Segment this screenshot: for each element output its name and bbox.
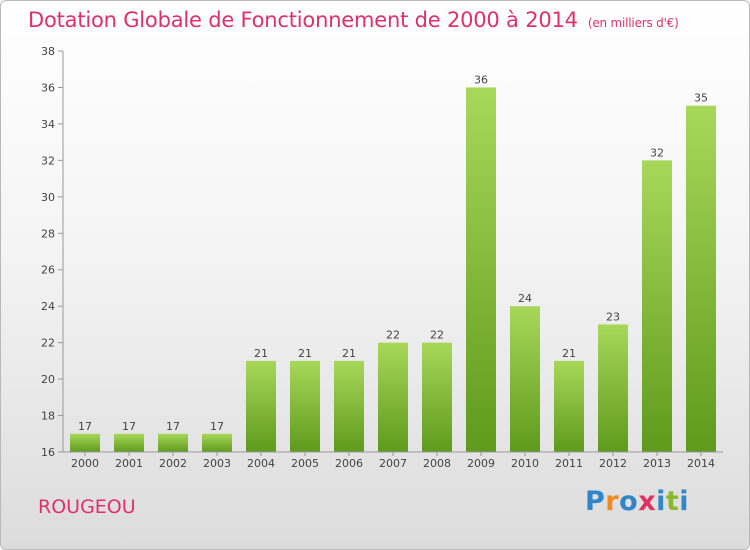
bar-2000 [70, 433, 100, 452]
x-tick-label: 2008 [423, 457, 451, 470]
data-label: 24 [518, 292, 532, 305]
bar-2011 [554, 360, 584, 452]
title-text: Dotation Globale de Fonctionnement de 20… [28, 8, 578, 32]
logo-letter: P [585, 486, 606, 517]
data-label: 17 [210, 420, 224, 433]
commune-name: ROUGEOU [38, 496, 136, 518]
x-tick-label: 2001 [115, 457, 143, 470]
bar-2008 [422, 342, 452, 452]
bar-2005 [290, 360, 320, 452]
bar-2012 [598, 324, 628, 452]
data-label: 21 [254, 347, 268, 360]
x-tick-label: 2007 [379, 457, 407, 470]
y-tick-label: 26 [41, 264, 55, 277]
bar-2002 [158, 433, 188, 452]
title-unit: (en milliers d'€) [587, 16, 679, 30]
x-tick-label: 2011 [555, 457, 583, 470]
x-tick-label: 2002 [159, 457, 187, 470]
x-tick-label: 2014 [687, 457, 715, 470]
y-tick-label: 30 [41, 191, 55, 204]
bar-2014 [686, 105, 716, 452]
x-tick-label: 2006 [335, 457, 363, 470]
data-label: 23 [606, 310, 620, 323]
y-tick-label: 34 [41, 118, 55, 131]
x-tick-label: 2012 [599, 457, 627, 470]
data-label: 22 [386, 329, 400, 342]
proxiti-logo: Proxiti [585, 486, 689, 517]
x-tick-label: 2009 [467, 457, 495, 470]
logo-letter: i [656, 486, 666, 517]
y-tick-label: 24 [41, 300, 55, 313]
chart-title: Dotation Globale de Fonctionnement de 20… [28, 8, 679, 32]
bar-2006 [334, 360, 364, 452]
y-tick-label: 28 [41, 227, 55, 240]
data-label: 21 [342, 347, 356, 360]
x-tick-label: 2013 [643, 457, 671, 470]
data-label: 36 [474, 73, 488, 86]
logo-letter: r [605, 486, 620, 517]
data-label: 22 [430, 329, 444, 342]
y-tick-label: 20 [41, 373, 55, 386]
data-label: 21 [562, 347, 576, 360]
bar-2004 [246, 360, 276, 452]
logo-letter: t [665, 486, 680, 517]
y-tick-label: 16 [41, 446, 55, 459]
x-tick-label: 2010 [511, 457, 539, 470]
data-label: 32 [650, 146, 664, 159]
bar-2007 [378, 342, 408, 452]
logo-letter: x [638, 486, 657, 517]
data-label: 17 [166, 420, 180, 433]
y-tick-label: 18 [41, 410, 55, 423]
bar-2003 [202, 433, 232, 452]
y-tick-label: 38 [41, 45, 55, 58]
logo-letter: o [619, 486, 639, 517]
data-label: 21 [298, 347, 312, 360]
x-tick-label: 2004 [247, 457, 275, 470]
bar-2013 [642, 160, 672, 452]
x-tick-label: 2003 [203, 457, 231, 470]
bar-2009 [466, 87, 496, 453]
logo-letter: i [679, 486, 690, 517]
data-label: 35 [694, 92, 708, 105]
x-tick-label: 2005 [291, 457, 319, 470]
data-label: 17 [78, 420, 92, 433]
y-tick-label: 36 [41, 81, 55, 94]
x-tick-label: 2000 [71, 457, 99, 470]
bar-2001 [114, 433, 144, 452]
y-tick-label: 32 [41, 154, 55, 167]
data-label: 17 [122, 420, 136, 433]
bar-2010 [510, 306, 540, 452]
y-tick-label: 22 [41, 337, 55, 350]
